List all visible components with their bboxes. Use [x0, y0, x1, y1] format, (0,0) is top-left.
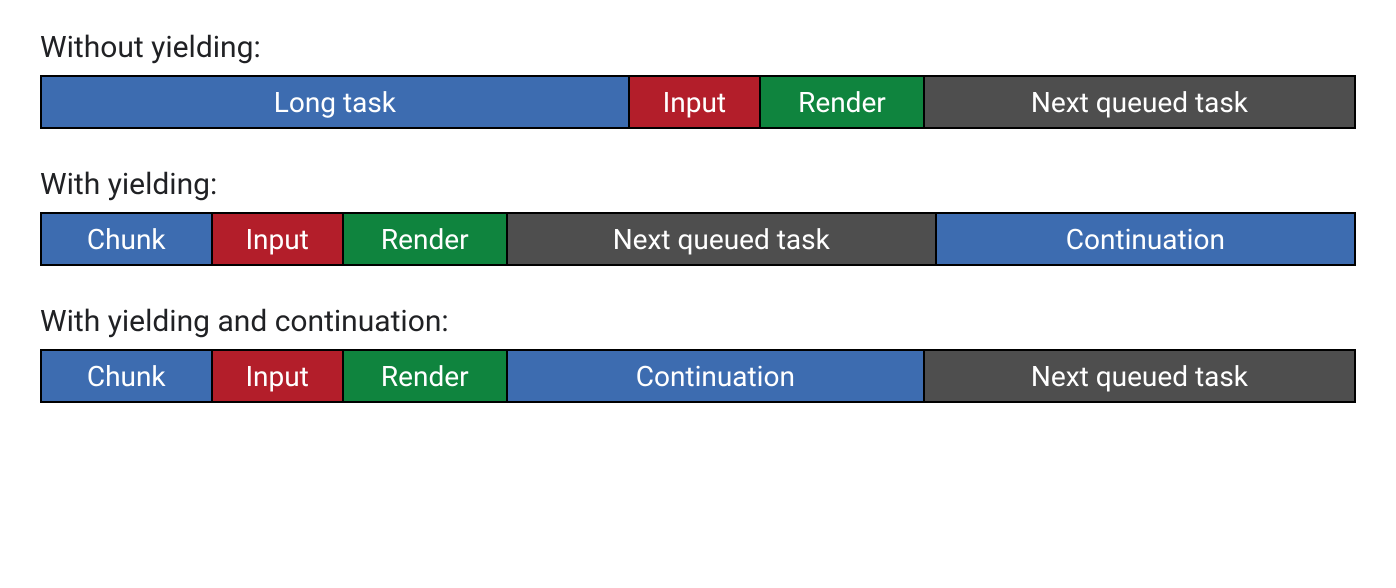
segment-render: Render [344, 351, 508, 401]
segment-queued: Next queued task [925, 351, 1354, 401]
section-label: Without yielding: [40, 30, 1356, 65]
segment-task: Chunk [42, 214, 213, 264]
task-bar: ChunkInputRenderContinuationNext queued … [40, 349, 1356, 403]
yielding-diagram: Without yielding:Long taskInputRenderNex… [40, 30, 1356, 403]
diagram-section: With yielding: ChunkInputRenderNext queue… [40, 167, 1356, 266]
segment-queued: Next queued task [508, 214, 937, 264]
task-bar: ChunkInputRenderNext queued taskContinua… [40, 212, 1356, 266]
task-bar: Long taskInputRenderNext queued task [40, 75, 1356, 129]
section-label: With yielding: [40, 167, 1356, 202]
segment-task: Continuation [937, 214, 1354, 264]
segment-task: Continuation [508, 351, 925, 401]
segment-task: Long task [42, 77, 630, 127]
segment-input: Input [213, 351, 344, 401]
segment-render: Render [344, 214, 508, 264]
segment-render: Render [761, 77, 925, 127]
segment-input: Input [630, 77, 761, 127]
segment-queued: Next queued task [925, 77, 1354, 127]
diagram-section: Without yielding: Long taskInputRenderNex… [40, 30, 1356, 129]
segment-input: Input [213, 214, 344, 264]
diagram-section: With yielding and continuation: ChunkInpu… [40, 304, 1356, 403]
section-label: With yielding and continuation: [40, 304, 1356, 339]
segment-task: Chunk [42, 351, 213, 401]
